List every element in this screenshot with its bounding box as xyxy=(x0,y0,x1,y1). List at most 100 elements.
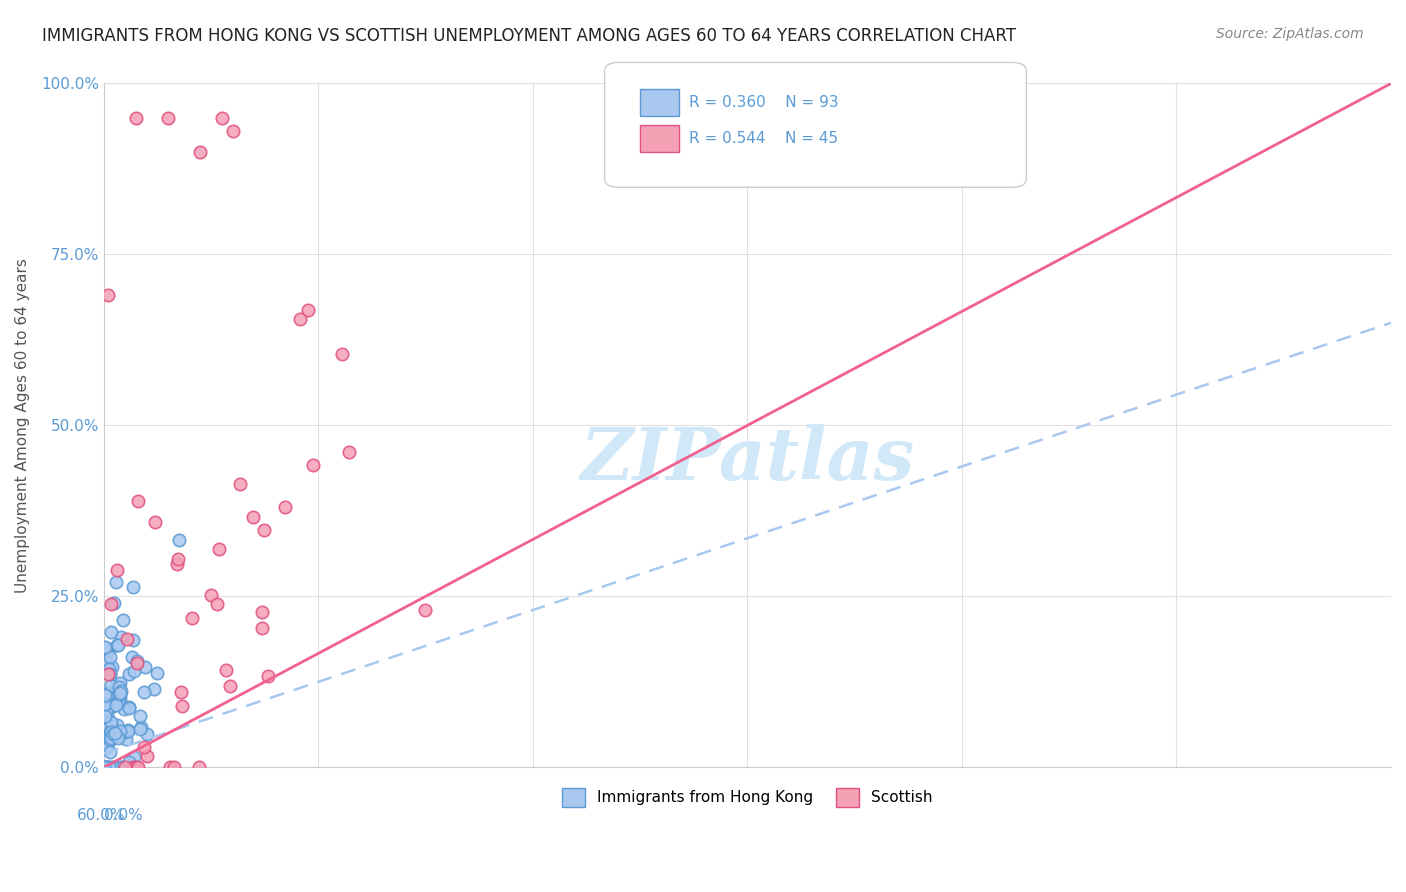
Point xyxy=(114,725,136,739)
Point xyxy=(108,687,131,701)
Point xyxy=(107,638,129,652)
Point xyxy=(100,724,122,739)
Point xyxy=(181,610,204,624)
Point xyxy=(110,695,132,709)
Point xyxy=(94,688,117,702)
Point xyxy=(253,523,276,537)
Point xyxy=(129,720,152,734)
Point xyxy=(125,111,148,125)
Point xyxy=(115,632,138,646)
Point xyxy=(290,311,312,326)
Y-axis label: Unemployment Among Ages 60 to 64 years: Unemployment Among Ages 60 to 64 years xyxy=(15,258,30,593)
Point xyxy=(94,641,117,656)
Point xyxy=(105,760,128,774)
Text: 0.0%: 0.0% xyxy=(104,808,143,823)
Point xyxy=(94,720,117,734)
Point xyxy=(101,698,124,713)
Point xyxy=(129,723,152,737)
Point xyxy=(256,669,278,683)
Point xyxy=(117,723,139,737)
Point xyxy=(145,665,167,680)
Point xyxy=(107,695,129,709)
Point xyxy=(134,660,156,674)
Point xyxy=(122,760,145,774)
Point xyxy=(93,640,115,655)
Point xyxy=(121,649,143,664)
Point xyxy=(104,726,127,740)
Point xyxy=(117,700,139,714)
Point xyxy=(111,760,134,774)
Point xyxy=(97,686,120,700)
Point xyxy=(132,684,155,698)
Point xyxy=(274,500,297,515)
Point xyxy=(105,563,128,577)
Point xyxy=(94,697,117,711)
Point xyxy=(250,605,273,619)
Point xyxy=(188,760,211,774)
Point xyxy=(122,664,145,678)
Point xyxy=(98,733,121,747)
Point xyxy=(127,760,149,774)
Point xyxy=(215,663,238,677)
Point xyxy=(124,760,146,774)
Point xyxy=(98,745,121,759)
Point xyxy=(208,542,231,557)
Point xyxy=(110,683,132,698)
Point xyxy=(97,760,120,774)
Point xyxy=(110,676,132,690)
Point xyxy=(94,740,117,755)
Point xyxy=(302,458,325,472)
Point xyxy=(118,701,141,715)
Point xyxy=(94,710,117,724)
Point xyxy=(166,557,188,571)
Point xyxy=(103,697,125,711)
Point xyxy=(125,656,148,670)
Point xyxy=(200,588,222,602)
Point xyxy=(122,760,145,774)
Point xyxy=(93,726,115,740)
Point xyxy=(159,760,181,774)
Point xyxy=(127,654,149,668)
Point xyxy=(122,749,145,764)
Point xyxy=(100,731,122,745)
Point xyxy=(337,444,360,458)
Point xyxy=(132,740,155,755)
Point xyxy=(97,665,120,680)
Point xyxy=(105,698,128,712)
Point xyxy=(98,760,121,774)
Point xyxy=(103,760,125,774)
Point xyxy=(157,111,180,125)
Text: 60.0%: 60.0% xyxy=(77,808,125,823)
Point xyxy=(163,760,186,774)
Point xyxy=(100,625,122,640)
Point xyxy=(167,552,190,566)
Point xyxy=(100,714,122,729)
Point xyxy=(143,515,166,529)
Point xyxy=(100,733,122,747)
Point xyxy=(112,702,135,716)
Point xyxy=(96,760,118,774)
Point xyxy=(97,644,120,658)
Point xyxy=(219,679,242,693)
Point xyxy=(413,602,436,616)
Text: ZIPatlas: ZIPatlas xyxy=(581,424,914,495)
Point xyxy=(93,760,115,774)
Point xyxy=(115,732,138,747)
Point xyxy=(142,682,165,697)
Point xyxy=(135,727,157,741)
Point xyxy=(112,613,135,627)
Legend: Immigrants from Hong Kong, Scottish: Immigrants from Hong Kong, Scottish xyxy=(554,780,941,814)
Point xyxy=(108,680,131,694)
Point xyxy=(97,662,120,676)
Point xyxy=(103,727,125,741)
Text: R = 0.544    N = 45: R = 0.544 N = 45 xyxy=(689,131,838,145)
Point xyxy=(98,667,121,681)
Text: R = 0.360    N = 93: R = 0.360 N = 93 xyxy=(689,95,838,110)
Point xyxy=(101,760,124,774)
Point xyxy=(105,680,128,694)
Point xyxy=(98,650,121,665)
Point xyxy=(105,717,128,731)
Point xyxy=(114,760,136,774)
Point xyxy=(169,685,191,699)
Point xyxy=(101,725,124,739)
